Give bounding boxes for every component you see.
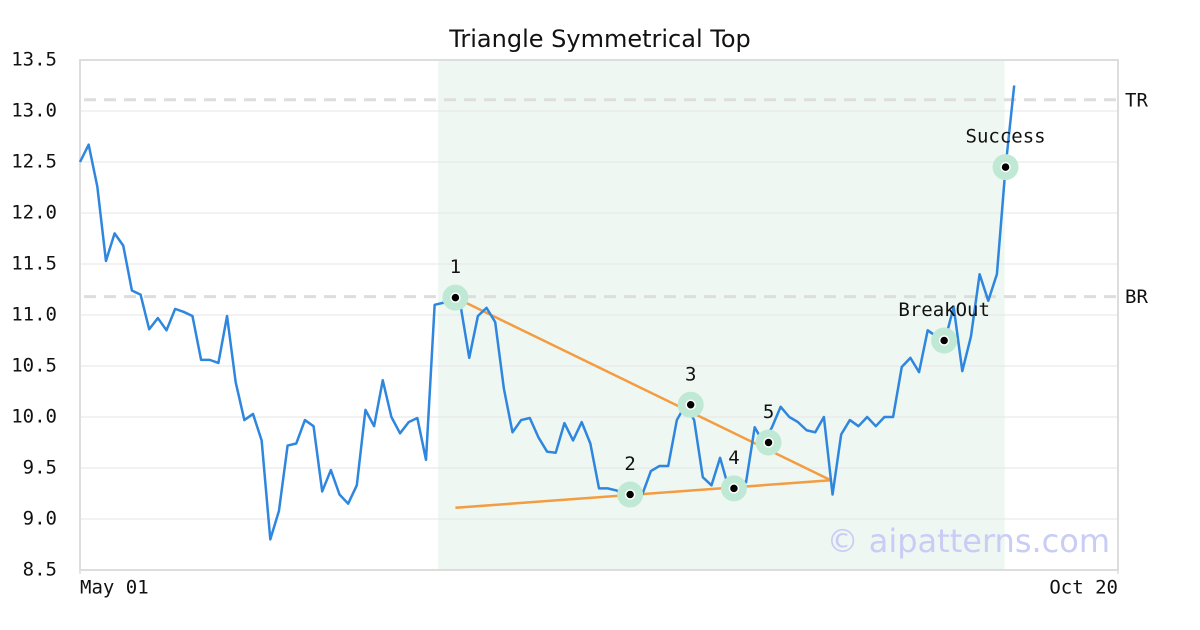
y-tick-label: 8.5: [23, 559, 57, 581]
point-label: 1: [450, 256, 461, 278]
y-tick-label: 10.5: [11, 355, 57, 377]
y-tick-label: 9.5: [23, 457, 57, 479]
point-label: 3: [685, 363, 696, 385]
point-label: 2: [624, 453, 635, 475]
point-dot: [685, 399, 696, 411]
point-label: 4: [728, 447, 739, 469]
point-label: 5: [763, 401, 774, 423]
watermark: © aipatterns.com: [827, 522, 1110, 560]
y-tick-label: 9.0: [23, 508, 57, 530]
point-dot: [624, 489, 636, 500]
plot-frame: [79, 59, 1119, 571]
y-tick-label: 11.0: [11, 304, 57, 326]
point-label: BreakOut: [898, 299, 990, 321]
point-label: Success: [966, 126, 1046, 148]
point-dot: [1000, 161, 1011, 173]
price-line: [78, 85, 1016, 541]
y-tick-label: 12.5: [11, 151, 57, 173]
y-tick-label: 10.0: [11, 406, 57, 428]
x-tick-label: Oct 20: [1049, 577, 1118, 599]
point-dot: [450, 292, 461, 303]
point-dot: [763, 437, 774, 448]
point-dot: [938, 335, 950, 346]
y-tick-label: 13.5: [11, 49, 57, 71]
y-tick-label: 13.0: [11, 100, 57, 122]
y-tick-label: 11.5: [11, 253, 57, 275]
x-tick-label: May 01: [80, 577, 149, 599]
chart-title: Triangle Symmetrical Top: [448, 25, 751, 53]
y-tick-label: 12.0: [11, 202, 57, 224]
point-dot: [728, 483, 740, 494]
level-label: BR: [1125, 286, 1148, 308]
level-label: TR: [1125, 89, 1148, 111]
